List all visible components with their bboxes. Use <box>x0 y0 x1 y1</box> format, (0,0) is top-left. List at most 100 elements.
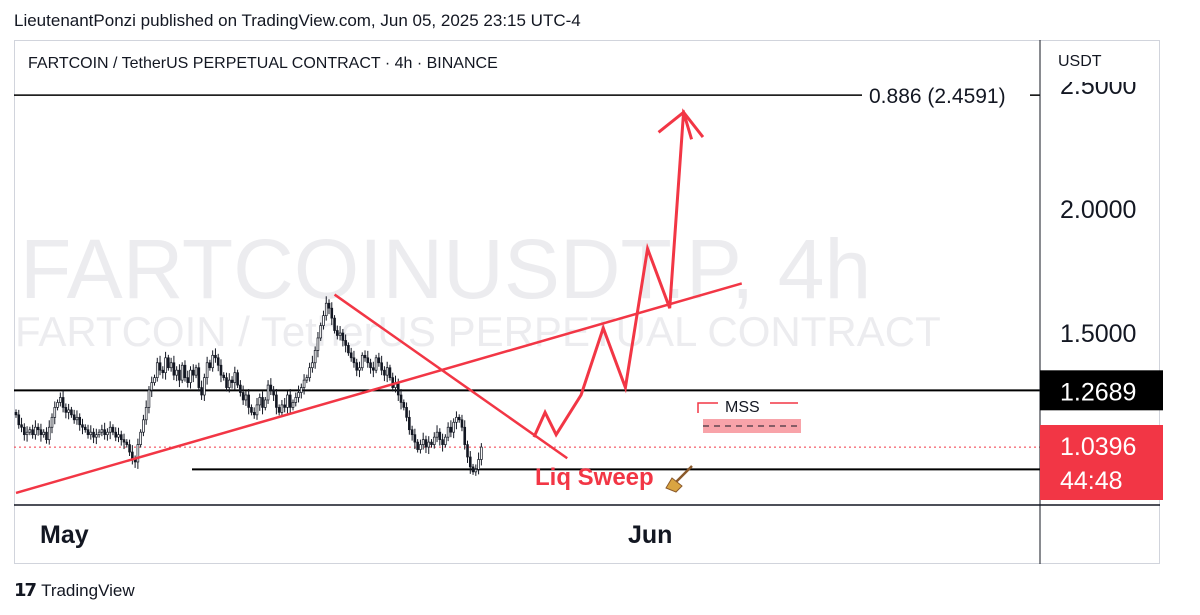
candle-body <box>466 444 469 458</box>
candle-body <box>106 431 109 436</box>
horizontal-levels: 0.886 (2.4591) <box>14 85 1040 471</box>
currency-backdrop <box>1046 46 1156 82</box>
candle <box>75 410 79 425</box>
candle <box>297 385 300 403</box>
candle-body <box>230 379 234 383</box>
liq-sweep-label: Liq Sweep <box>535 464 654 491</box>
candle-body <box>45 431 48 440</box>
descending-trendline <box>333 293 568 460</box>
candle <box>324 296 328 321</box>
tradingview-logo-icon: 17 <box>14 580 37 601</box>
candle-body <box>250 407 253 413</box>
candle <box>139 429 142 448</box>
candle <box>59 392 62 407</box>
candle-body <box>380 362 383 371</box>
symbol-title[interactable]: FARTCOIN / TetherUS PERPETUAL CONTRACT ·… <box>28 55 498 72</box>
candle-body <box>352 357 356 364</box>
candle-body <box>305 377 309 381</box>
candle-body <box>288 394 292 408</box>
candle-body <box>167 357 170 369</box>
candle-body <box>117 434 120 438</box>
candle <box>416 439 419 453</box>
candle-body <box>75 416 79 421</box>
candle-body <box>341 332 345 341</box>
candle <box>374 354 378 374</box>
candle <box>311 355 314 373</box>
candle <box>222 372 226 381</box>
candle <box>457 414 461 423</box>
candle-body <box>319 325 322 339</box>
candle <box>369 358 372 374</box>
candle-body <box>336 330 339 336</box>
candle <box>31 424 34 439</box>
candle-body <box>25 431 29 436</box>
candle-body <box>269 384 273 391</box>
candle-body <box>36 426 40 431</box>
candle <box>167 354 170 371</box>
candle-body <box>100 429 104 433</box>
candle-body <box>89 431 93 436</box>
candle-body <box>180 364 184 381</box>
candle <box>89 425 93 440</box>
candle <box>128 439 131 457</box>
candle-body <box>122 439 126 443</box>
candle <box>255 397 259 420</box>
candle <box>95 428 98 445</box>
candle <box>380 355 383 376</box>
candle <box>463 420 467 450</box>
candle <box>150 376 154 397</box>
candle-body <box>150 382 154 391</box>
candle <box>468 451 472 474</box>
candle-body <box>158 362 162 371</box>
candle-body <box>421 439 425 445</box>
candle-body <box>344 340 347 346</box>
candle-body <box>372 367 375 371</box>
candle-body <box>266 384 270 401</box>
candle <box>399 389 403 410</box>
candle <box>446 422 450 442</box>
candle <box>477 452 480 475</box>
candle-body <box>92 431 95 438</box>
candle-body <box>34 426 37 436</box>
candle-body <box>408 416 411 431</box>
watermark-description: FARTCOIN / TetherUS PERPETUAL CONTRACT <box>15 308 941 355</box>
candle-body <box>164 357 167 374</box>
candle-body <box>203 377 206 396</box>
candle <box>92 428 95 444</box>
candle <box>316 332 320 358</box>
candle <box>269 378 273 395</box>
candle-body <box>258 397 262 406</box>
candle <box>161 366 165 379</box>
candle <box>144 400 148 425</box>
tradingview-logo[interactable]: 17 TradingView <box>14 580 135 601</box>
last-price-tag <box>1040 425 1163 500</box>
candle-body <box>330 307 334 319</box>
candle-body <box>119 434 123 440</box>
candle-body <box>388 367 392 378</box>
candle-body <box>83 426 87 431</box>
candle-body <box>50 416 54 428</box>
candle <box>283 397 286 413</box>
candle-body <box>128 444 131 453</box>
broom-handle <box>675 465 693 483</box>
candle-body <box>374 357 378 371</box>
candle-body <box>444 436 447 445</box>
candle-body <box>155 362 159 378</box>
candle-body <box>31 429 34 436</box>
candle <box>264 396 267 411</box>
candle-body <box>463 426 467 445</box>
candle-body <box>275 394 278 408</box>
candle-body <box>23 426 26 436</box>
candle-body <box>474 469 478 473</box>
candle-body <box>47 426 51 440</box>
candle-body <box>280 404 284 413</box>
resistance-price-text: 1.2689 <box>1060 378 1136 406</box>
candle-body <box>183 364 187 378</box>
projected-path-arrowhead <box>657 109 694 140</box>
candle <box>14 409 18 418</box>
candle-body <box>300 387 303 393</box>
candle <box>180 362 184 384</box>
candle <box>83 424 87 433</box>
